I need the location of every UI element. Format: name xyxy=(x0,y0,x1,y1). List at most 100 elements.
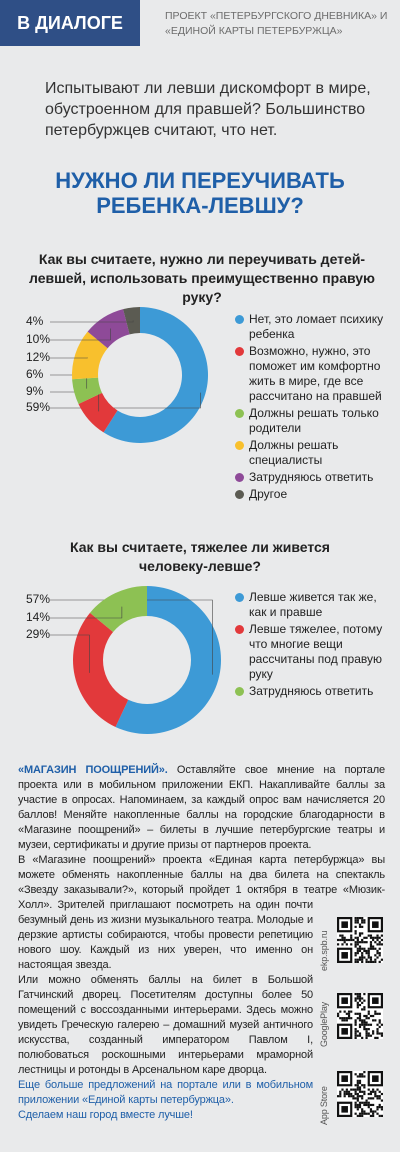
qr-module xyxy=(358,1090,362,1093)
qr-module xyxy=(361,954,364,957)
promo-lead: «МАГАЗИН ПООЩРЕНИЙ». xyxy=(18,764,168,776)
qr-module xyxy=(358,1114,362,1117)
qr-module xyxy=(378,1114,381,1117)
qr-module xyxy=(358,941,362,944)
qr-module xyxy=(352,1097,355,1100)
qr-module xyxy=(343,1090,346,1093)
qr-module xyxy=(356,997,359,1000)
donut-slice xyxy=(72,331,108,380)
qr-module xyxy=(358,1086,362,1089)
qr-module xyxy=(378,960,381,963)
qr-module xyxy=(356,1079,359,1082)
legend-text: Затрудняюсь ответить xyxy=(249,684,374,698)
qr-module xyxy=(350,934,353,937)
qr-module xyxy=(376,1097,379,1100)
qr-module xyxy=(380,1034,383,1037)
legend-item: Нет, это ломает психику ребенка xyxy=(235,312,390,342)
qr-module xyxy=(367,1023,370,1026)
qr-module xyxy=(363,919,366,922)
qr-module xyxy=(343,1017,346,1020)
qr-module xyxy=(361,1110,364,1113)
qr-module xyxy=(358,923,362,926)
qr-module xyxy=(356,1114,359,1117)
qr-module xyxy=(354,993,357,996)
legend-item: Другое xyxy=(235,487,390,502)
qr-module xyxy=(361,932,364,935)
qr-code[interactable] xyxy=(337,1071,383,1117)
qr-module xyxy=(365,1103,368,1107)
qr-module xyxy=(363,1028,366,1031)
qr-module xyxy=(374,1010,377,1013)
qr-module xyxy=(374,1110,377,1113)
leader-line xyxy=(50,634,90,673)
qr-module xyxy=(345,1088,348,1091)
qr-module xyxy=(361,919,364,922)
qr-module xyxy=(376,956,379,959)
qr-module xyxy=(356,1086,359,1089)
qr-module xyxy=(358,947,362,950)
qr-module xyxy=(356,936,359,939)
qr-module xyxy=(341,938,344,942)
qr-code[interactable] xyxy=(337,993,383,1039)
qr-module xyxy=(365,958,368,961)
qr-module xyxy=(354,1084,357,1087)
qr-module xyxy=(361,1019,364,1022)
qr-module xyxy=(354,958,357,961)
legend-swatch xyxy=(235,687,244,696)
qr-module xyxy=(367,960,370,963)
qr-module xyxy=(356,1097,359,1100)
qr-module xyxy=(367,1103,370,1107)
qr-module xyxy=(367,1034,370,1037)
qr-module xyxy=(345,1017,348,1020)
value-label: 14% xyxy=(26,610,50,624)
qr-module xyxy=(363,1071,366,1074)
qr-module xyxy=(367,954,370,957)
question-title: Как вы считаете, тяжелее ли живется чело… xyxy=(70,539,330,574)
qr-module xyxy=(337,1012,340,1015)
qr-module xyxy=(369,1097,373,1100)
qr-module xyxy=(358,1095,362,1098)
qr-module xyxy=(372,1114,375,1117)
qr-module xyxy=(367,956,370,959)
qr-module xyxy=(374,1092,377,1096)
legend-item: Затрудняюсь ответить xyxy=(235,470,390,485)
legend-text: Левше живется так же, как и правше xyxy=(249,590,377,619)
qr-module xyxy=(358,1101,362,1104)
qr-label: ekp.spb.ru xyxy=(319,930,329,971)
qr-module xyxy=(378,954,381,957)
qr-module xyxy=(343,1019,346,1022)
qr-module xyxy=(350,1010,353,1013)
qr-module xyxy=(369,941,373,944)
qr-module xyxy=(363,1075,366,1078)
qr-module xyxy=(361,1036,364,1039)
donut-slice xyxy=(72,612,129,727)
qr-module xyxy=(369,945,373,948)
qr-module xyxy=(354,919,357,922)
qr-module xyxy=(365,936,368,939)
qr-module xyxy=(376,1088,379,1091)
qr-module xyxy=(361,956,364,959)
qr-module xyxy=(354,1092,357,1096)
value-label: 4% xyxy=(26,314,44,328)
donut-slice xyxy=(87,309,130,349)
qr-finder xyxy=(337,1023,353,1039)
qr-module xyxy=(369,943,373,946)
qr-module xyxy=(367,1028,370,1031)
qr-code[interactable] xyxy=(337,917,383,963)
qr-module xyxy=(378,1106,381,1109)
qr-module xyxy=(378,941,381,944)
value-label: 10% xyxy=(26,332,50,346)
donut-slice xyxy=(103,307,209,443)
qr-module xyxy=(345,943,348,946)
qr-module xyxy=(354,1012,357,1015)
qr-module xyxy=(365,952,368,955)
qr-module xyxy=(361,1097,364,1100)
legend-swatch xyxy=(235,409,244,418)
qr-module xyxy=(356,1095,359,1098)
qr-module xyxy=(356,917,359,920)
qr-module xyxy=(361,1112,364,1115)
qr-module xyxy=(354,1019,357,1022)
qr-module xyxy=(365,1112,368,1115)
qr-module xyxy=(358,1112,362,1115)
value-label: 29% xyxy=(26,627,50,641)
